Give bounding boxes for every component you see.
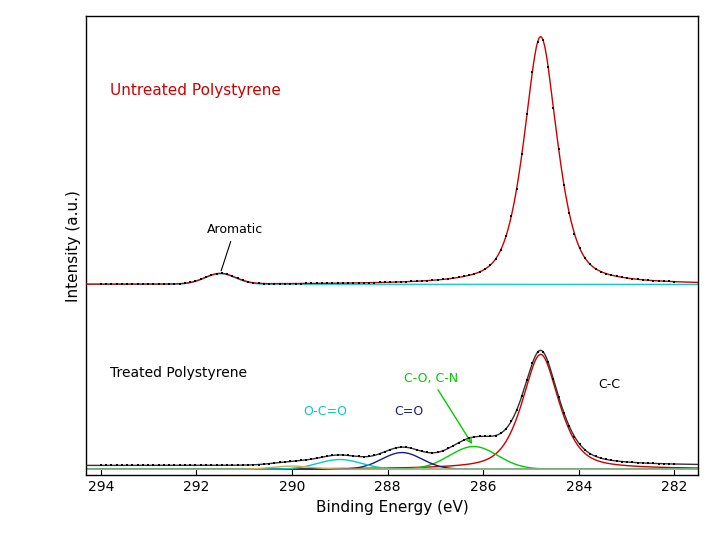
Text: Aromatic: Aromatic [207,223,263,271]
Y-axis label: Intensity (a.u.): Intensity (a.u.) [66,190,81,302]
Text: C-O, C-N: C-O, C-N [404,372,472,443]
Text: C-C: C-C [598,378,620,391]
Text: C=O: C=O [395,406,424,419]
X-axis label: Binding Energy (eV): Binding Energy (eV) [316,500,469,515]
Text: O-C=O: O-C=O [303,406,348,419]
Text: Untreated Polystyrene: Untreated Polystyrene [110,83,282,98]
Text: Treated Polystyrene: Treated Polystyrene [110,366,247,380]
